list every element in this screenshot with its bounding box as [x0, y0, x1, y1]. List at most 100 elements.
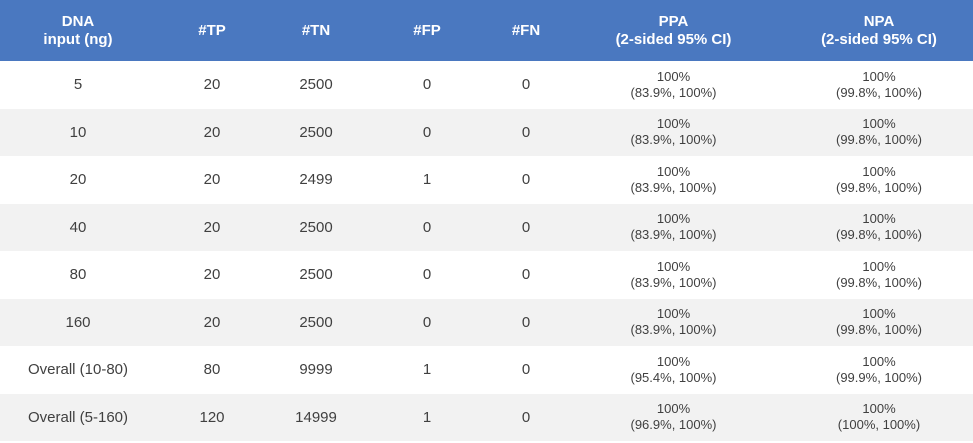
- cell-tp: 20: [203, 171, 221, 189]
- cell-ppa: 100% (83.9%, 100%): [562, 156, 785, 204]
- cell-dna-input: 10: [69, 123, 87, 141]
- header-dna-input: DNA input (ng): [43, 12, 113, 48]
- ppa-ci: (83.9%, 100%): [630, 322, 717, 338]
- npa-ci: (99.8%, 100%): [836, 227, 922, 243]
- cell-tn: 2500: [299, 313, 333, 331]
- table-row: 20 20 2499 1 0 100% (83.9%, 100%) 100% (99…: [0, 156, 973, 204]
- cell-fp: 0: [422, 123, 432, 141]
- table-row: Overall (5-160) 120 14999 1 0 100% (96.9%…: [0, 393, 973, 442]
- table-row: 40 20 2500 0 0 100% (83.9%, 100%) 100% (99…: [0, 203, 973, 252]
- cell-tp: 20: [203, 76, 221, 94]
- cell-tp: 120: [199, 408, 225, 426]
- cell-tn: 2500: [299, 266, 333, 284]
- cell-npa: 100% (99.8%, 100%): [785, 156, 973, 204]
- header-tp: #TP: [198, 21, 226, 39]
- npa-value: 100%: [862, 163, 896, 179]
- cell-tn: 2499: [299, 171, 333, 189]
- ppa-value: 100%: [656, 211, 691, 227]
- npa-value: 100%: [862, 258, 896, 274]
- ppa-ci: (95.4%, 100%): [630, 369, 717, 385]
- npa-ci: (99.9%, 100%): [836, 369, 922, 385]
- cell-npa: 100% (100%, 100%): [785, 394, 973, 442]
- cell-fn: 0: [521, 361, 531, 379]
- header-row: DNA input (ng) #TP #TN #FP #FN PPA (2-si…: [0, 0, 973, 61]
- ppa-value: 100%: [656, 306, 691, 322]
- cell-fn: 0: [521, 408, 531, 426]
- npa-ci: (100%, 100%): [837, 417, 921, 433]
- cell-fp: 0: [422, 76, 432, 94]
- cell-fn: 0: [521, 313, 531, 331]
- cell-npa: 100% (99.8%, 100%): [785, 109, 973, 157]
- ppa-ci: (83.9%, 100%): [630, 179, 717, 195]
- cell-tp: 80: [203, 361, 221, 379]
- header-fp: #FP: [413, 21, 441, 39]
- cell-fp: 1: [422, 408, 432, 426]
- ppa-value: 100%: [656, 258, 691, 274]
- ppa-value: 100%: [656, 116, 691, 132]
- cell-ppa: 100% (96.9%, 100%): [562, 394, 785, 442]
- cell-tn: 14999: [295, 408, 337, 426]
- cell-ppa: 100% (83.9%, 100%): [562, 299, 785, 347]
- cell-tp: 20: [203, 218, 221, 236]
- cell-fp: 0: [422, 313, 432, 331]
- cell-tn: 9999: [299, 361, 333, 379]
- cell-tp: 20: [203, 123, 221, 141]
- cell-dna-input: 160: [65, 313, 91, 331]
- cell-dna-input: 40: [69, 218, 87, 236]
- cell-fn: 0: [521, 266, 531, 284]
- ppa-ci: (83.9%, 100%): [630, 274, 717, 290]
- ppa-ci: (96.9%, 100%): [630, 417, 717, 433]
- table-row: 5 20 2500 0 0 100% (83.9%, 100%) 100% (99.…: [0, 61, 973, 109]
- ppa-ci: (83.9%, 100%): [630, 84, 717, 100]
- ppa-ci: (83.9%, 100%): [630, 132, 717, 148]
- npa-value: 100%: [862, 211, 896, 227]
- ppa-value: 100%: [656, 163, 691, 179]
- npa-value: 100%: [862, 306, 896, 322]
- header-fn: #FN: [511, 21, 541, 39]
- npa-value: 100%: [862, 353, 896, 369]
- cell-ppa: 100% (83.9%, 100%): [562, 61, 785, 109]
- table-row: 10 20 2500 0 0 100% (83.9%, 100%) 100% (99…: [0, 108, 973, 157]
- npa-value: 100%: [862, 116, 896, 132]
- npa-ci: (99.8%, 100%): [836, 322, 922, 338]
- table-header: DNA input (ng) #TP #TN #FP #FN PPA (2-si…: [0, 0, 973, 61]
- header-tn: #TN: [301, 21, 331, 39]
- cell-npa: 100% (99.8%, 100%): [785, 61, 973, 109]
- cell-fn: 0: [521, 171, 531, 189]
- cell-dna-input: 80: [69, 266, 87, 284]
- npa-value: 100%: [862, 68, 896, 84]
- cell-fp: 1: [422, 171, 432, 189]
- cell-fp: 0: [422, 266, 432, 284]
- cell-tp: 20: [203, 266, 221, 284]
- ppa-value: 100%: [656, 353, 691, 369]
- cell-ppa: 100% (83.9%, 100%): [562, 251, 785, 299]
- cell-fn: 0: [521, 123, 531, 141]
- cell-tp: 20: [203, 313, 221, 331]
- table-body: 5 20 2500 0 0 100% (83.9%, 100%) 100% (99.…: [0, 61, 973, 441]
- npa-ci: (99.8%, 100%): [836, 132, 922, 148]
- cell-tn: 2500: [299, 218, 333, 236]
- table-row: 80 20 2500 0 0 100% (83.9%, 100%) 100% (99…: [0, 251, 973, 299]
- npa-ci: (99.8%, 100%): [836, 274, 922, 290]
- header-npa: NPA (2-sided 95% CI): [821, 12, 937, 48]
- cell-fn: 0: [521, 76, 531, 94]
- cell-ppa: 100% (95.4%, 100%): [562, 346, 785, 394]
- ppa-ci: (83.9%, 100%): [630, 227, 717, 243]
- table-row: Overall (10-80) 80 9999 1 0 100% (95.4%, …: [0, 346, 973, 394]
- table-row: 160 20 2500 0 0 100% (83.9%, 100%) 100% (9…: [0, 298, 973, 347]
- cell-npa: 100% (99.8%, 100%): [785, 204, 973, 252]
- cell-dna-input: 5: [73, 76, 83, 94]
- cell-ppa: 100% (83.9%, 100%): [562, 109, 785, 157]
- cell-fn: 0: [521, 218, 531, 236]
- cell-tn: 2500: [299, 123, 333, 141]
- cell-npa: 100% (99.8%, 100%): [785, 251, 973, 299]
- header-ppa: PPA (2-sided 95% CI): [615, 12, 732, 48]
- ppa-value: 100%: [656, 68, 691, 84]
- cell-dna-input: Overall (10-80): [27, 361, 129, 379]
- npa-ci: (99.8%, 100%): [836, 179, 922, 195]
- cell-ppa: 100% (83.9%, 100%): [562, 204, 785, 252]
- npa-ci: (99.8%, 100%): [836, 84, 922, 100]
- cell-npa: 100% (99.9%, 100%): [785, 346, 973, 394]
- cell-dna-input: 20: [69, 171, 87, 189]
